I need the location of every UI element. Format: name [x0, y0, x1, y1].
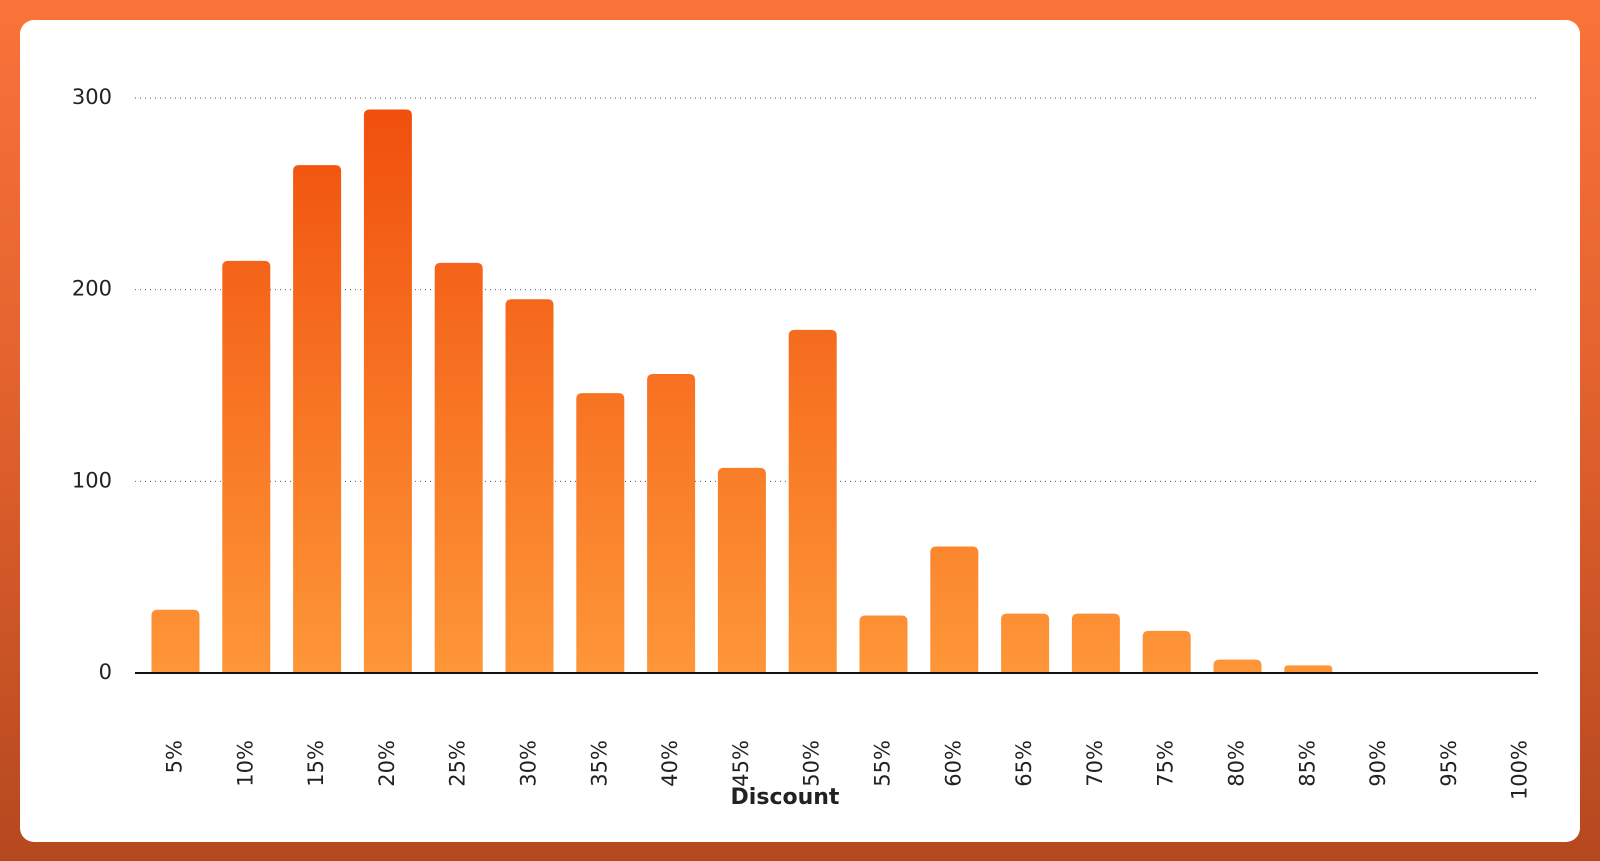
x-tick-label: 35%	[587, 740, 611, 787]
bar	[434, 262, 483, 673]
x-tick-label: 20%	[375, 740, 399, 787]
x-tick-label: 45%	[729, 740, 753, 787]
bar	[222, 260, 271, 673]
x-tick-label: 100%	[1508, 740, 1532, 800]
bar	[505, 299, 554, 673]
bar	[1001, 613, 1050, 673]
bar	[1213, 659, 1262, 673]
x-tick-label: 75%	[1154, 740, 1178, 787]
y-tick-label: 300	[72, 85, 112, 109]
x-tick-label: 60%	[941, 740, 965, 787]
bar	[717, 467, 766, 673]
x-tick-label: 40%	[658, 740, 682, 787]
bar	[151, 609, 200, 673]
x-tick-label: 50%	[800, 740, 824, 787]
bar	[788, 329, 837, 673]
bar	[1071, 613, 1120, 673]
bar	[293, 165, 342, 674]
bar	[647, 374, 696, 673]
x-tick-label: 80%	[1225, 740, 1249, 787]
bar	[576, 393, 625, 673]
x-tick-label: 25%	[446, 740, 470, 787]
x-tick-label: 90%	[1366, 740, 1390, 787]
bar	[1284, 665, 1333, 673]
x-tick-label: 5%	[163, 740, 187, 773]
x-tick-label: 85%	[1295, 740, 1319, 787]
x-tick-label: 10%	[233, 740, 257, 787]
bar	[930, 546, 979, 673]
bar	[363, 109, 412, 673]
y-tick-label: 200	[72, 277, 112, 301]
x-tick-label: 30%	[517, 740, 541, 787]
x-tick-label: 70%	[1083, 740, 1107, 787]
x-axis-label: Discount	[731, 785, 840, 810]
bar	[859, 615, 908, 673]
y-tick-label: 100	[72, 468, 112, 492]
x-tick-label: 95%	[1437, 740, 1461, 787]
x-tick-label: 55%	[871, 740, 895, 787]
x-tick-label: 65%	[1012, 740, 1036, 787]
bar	[1142, 630, 1191, 673]
x-tick-label: 15%	[304, 740, 328, 787]
y-tick-label: 0	[99, 660, 112, 684]
